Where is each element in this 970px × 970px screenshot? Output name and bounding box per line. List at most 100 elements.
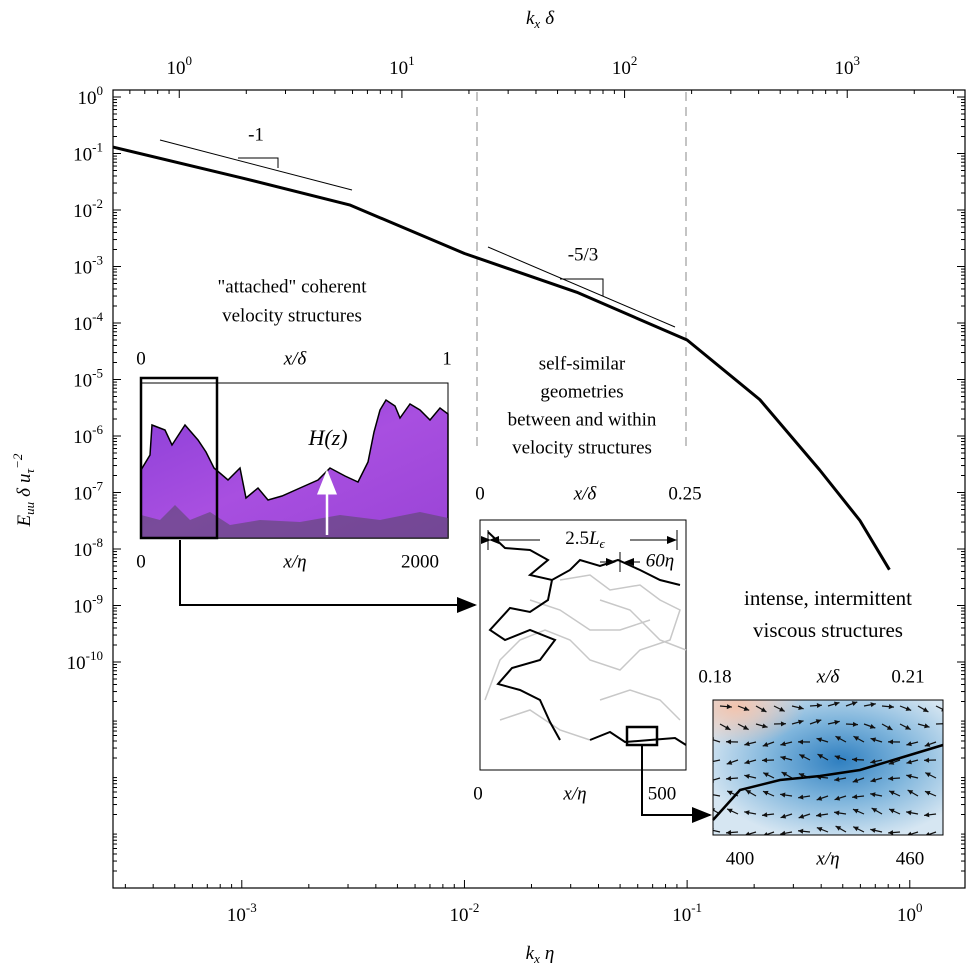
zoom-box — [139, 376, 219, 540]
quiver-head — [815, 719, 822, 724]
quiver-head — [925, 772, 931, 778]
tick-label-exp: -3 — [92, 252, 103, 267]
tick-label-exp: -3 — [246, 900, 257, 915]
label-part: uu — [22, 501, 37, 515]
tick-label: 10-6 — [73, 422, 103, 448]
quiver-head — [886, 725, 893, 730]
quiver-head — [906, 759, 912, 765]
inset-1: H(z) 0 x/δ 1 0 x/η 2000 — [136, 348, 477, 613]
quiver-arrow — [763, 831, 775, 835]
tick-label: 10-7 — [73, 478, 103, 504]
tick-label: 10-3 — [227, 900, 257, 926]
quiver-head — [907, 790, 914, 795]
tick-label: 10-10 — [67, 648, 103, 674]
tick-label-base: 10 — [612, 58, 631, 79]
quiver-head — [817, 754, 824, 759]
quiver-head — [835, 826, 842, 831]
tick-label: 103 — [834, 53, 860, 79]
tick-label-exp: -1 — [691, 900, 702, 915]
annotation: "attached" coherent — [218, 276, 368, 297]
quiver-head — [780, 741, 786, 747]
label-part: k — [526, 8, 535, 29]
inset-tick: 0 — [136, 551, 146, 572]
label-part: −2 — [10, 453, 25, 469]
tick-label-exp: 2 — [631, 53, 638, 68]
annotation: velocity structures — [512, 437, 652, 458]
tick-label-base: 10 — [450, 905, 469, 926]
quiver-head — [833, 701, 840, 707]
tick-label-base: 10 — [389, 58, 408, 79]
tick-label-base: 10 — [78, 88, 97, 109]
quiver-head — [743, 725, 749, 730]
quiver-head — [888, 704, 894, 710]
tick-label: 10-2 — [73, 196, 103, 222]
tick-label-exp: 1 — [408, 53, 415, 68]
plot-frame — [112, 89, 966, 889]
inset-tick: 0.18 — [698, 666, 731, 687]
quiver-head — [870, 759, 876, 764]
inset-tick: 0 — [475, 483, 485, 504]
span-label-part: ϵ — [600, 536, 606, 551]
tick-label-base: 10 — [73, 258, 92, 279]
quiver-head — [925, 831, 930, 835]
slope-triangle — [560, 278, 604, 296]
tick-label-base: 10 — [672, 905, 691, 926]
quiver-head — [852, 794, 858, 800]
quiver-head — [905, 725, 911, 730]
slope-label: -1 — [248, 124, 264, 145]
quiver-head — [798, 719, 804, 725]
inset-tick: 1 — [442, 348, 452, 369]
tick-label: 100 — [78, 83, 104, 109]
quiver-arrow — [713, 829, 721, 833]
zoom-arrow — [179, 540, 477, 613]
tick-label: 10-3 — [73, 252, 103, 278]
velocity-field — [713, 700, 943, 835]
label-part: E — [14, 514, 35, 527]
quiver-head — [852, 721, 858, 727]
tick-label-exp: 0 — [186, 53, 193, 68]
tick-label-exp: -2 — [469, 900, 480, 915]
quiver-head — [907, 831, 912, 835]
tick-label-base: 10 — [73, 371, 92, 392]
quiver-head — [760, 707, 767, 712]
quiver-head — [726, 776, 732, 782]
quiver-arrow — [935, 705, 943, 711]
quiver-arrow — [713, 759, 721, 763]
tick-label-base: 10 — [73, 145, 92, 166]
zoom-arrow — [641, 745, 712, 823]
label-part: δ — [14, 487, 35, 497]
annotation: geometries — [540, 381, 623, 402]
quiver-arrow — [713, 794, 721, 797]
quiver-head — [780, 755, 786, 761]
label-part: τ — [22, 467, 37, 473]
span-label-part: L — [588, 528, 600, 549]
quiver-head — [744, 810, 750, 816]
inset-tick: 500 — [648, 783, 677, 804]
quiver-head — [779, 706, 785, 712]
quiver-head — [744, 741, 750, 747]
quiver-head — [744, 774, 750, 779]
quiver-head — [853, 826, 859, 832]
tick-label-exp: -1 — [92, 139, 103, 154]
quiver-head — [745, 790, 752, 795]
quiver-head — [835, 736, 842, 741]
tick-label: 10-9 — [73, 591, 103, 617]
slope-label: -5/3 — [568, 244, 599, 265]
tick-label-exp: -2 — [92, 196, 103, 211]
tick-label: 100 — [167, 53, 193, 79]
tick-label-base: 10 — [227, 905, 246, 926]
inset-tick: 400 — [726, 848, 755, 869]
quiver-head — [726, 739, 732, 745]
quiver-arrow — [713, 777, 721, 781]
tick-label-exp: -7 — [92, 478, 103, 493]
quiver-head — [762, 757, 768, 763]
quiver-head — [888, 775, 894, 781]
quiver-head — [869, 723, 876, 729]
quiver-head — [906, 773, 912, 779]
quiver-head — [743, 706, 750, 711]
quiver-head — [834, 776, 840, 782]
inset-tick: 460 — [896, 848, 925, 869]
quiver-head — [924, 723, 930, 729]
quiver-head — [851, 701, 858, 707]
span-label: 60η — [646, 550, 674, 571]
